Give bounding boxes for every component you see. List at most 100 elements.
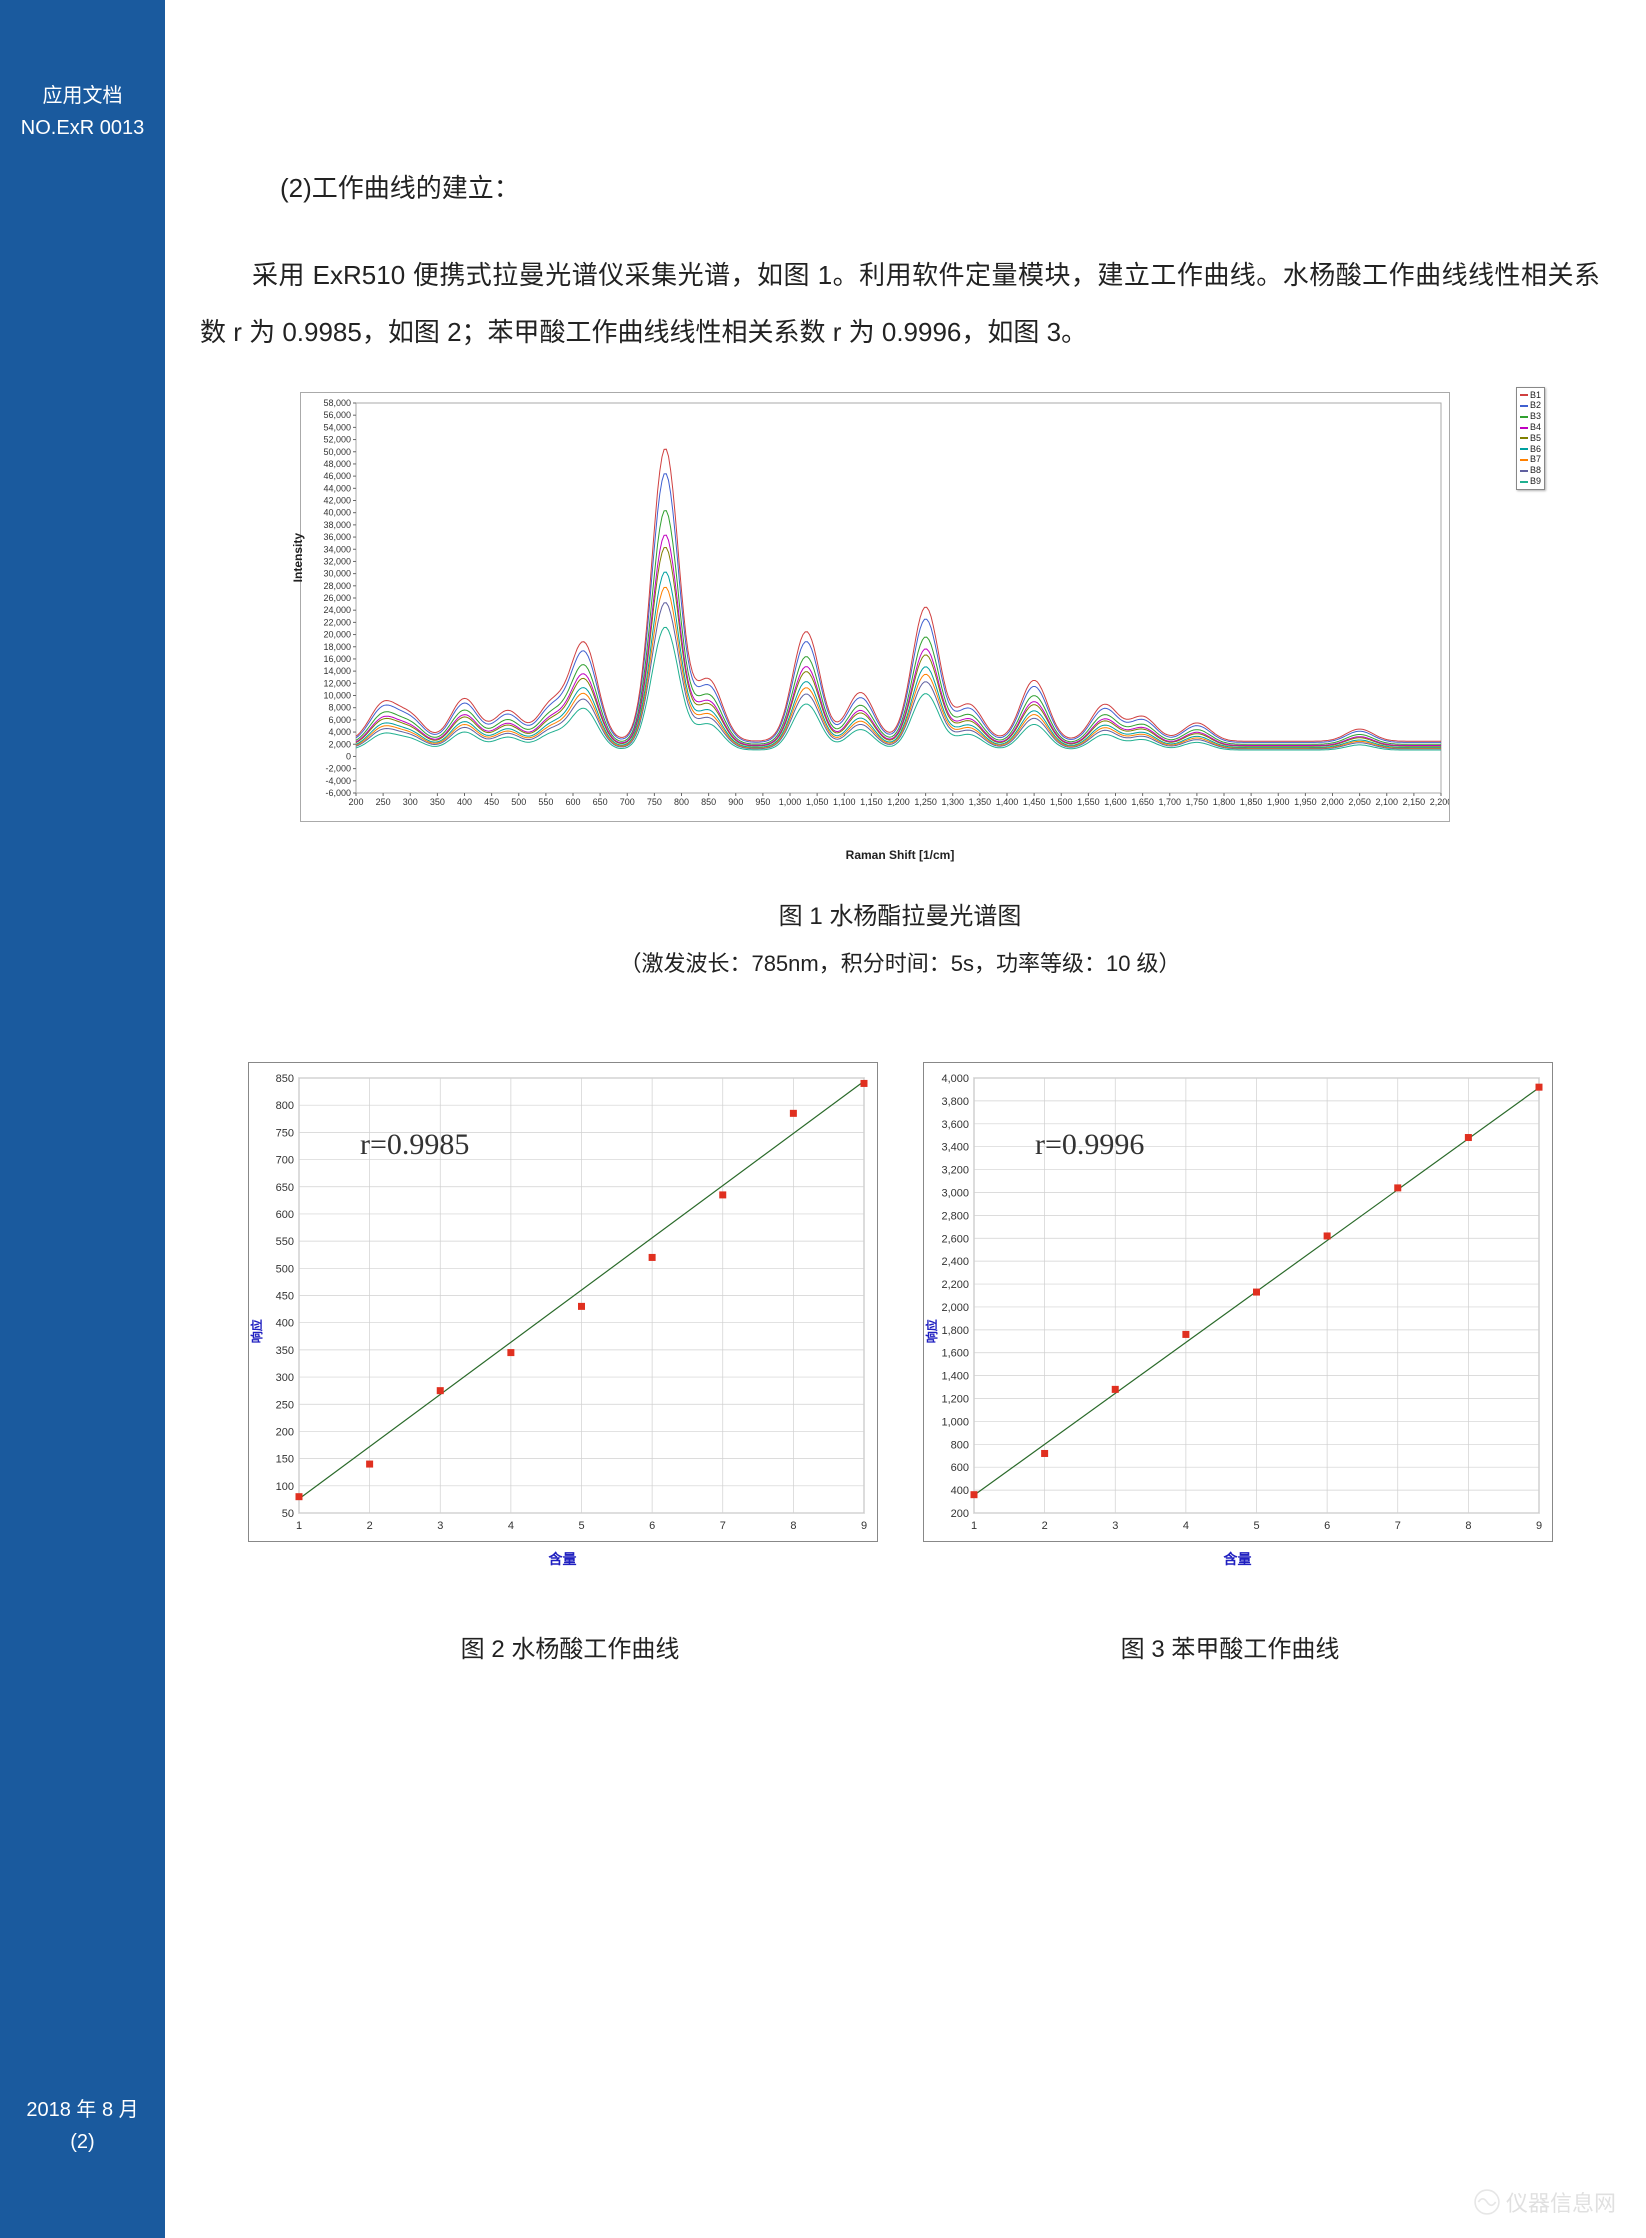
- svg-text:9: 9: [860, 1520, 866, 1532]
- svg-text:200: 200: [950, 1508, 968, 1520]
- svg-text:400: 400: [275, 1317, 293, 1329]
- svg-text:40,000: 40,000: [323, 507, 351, 517]
- svg-text:400: 400: [950, 1485, 968, 1497]
- scatter-left-plot: 5010015020025030035040045050055060065070…: [248, 1062, 878, 1542]
- svg-text:16,000: 16,000: [323, 654, 351, 664]
- svg-text:950: 950: [755, 797, 770, 807]
- svg-text:250: 250: [376, 797, 391, 807]
- content-area: (2)工作曲线的建立： 采用 ExR510 便携式拉曼光谱仪采集光谱，如图 1。…: [200, 160, 1600, 1677]
- scatter-right-plot: 2004006008001,0001,2001,4001,6001,8002,0…: [923, 1062, 1553, 1542]
- svg-text:2,200: 2,200: [1430, 797, 1450, 807]
- svg-text:1,600: 1,600: [1104, 797, 1127, 807]
- svg-text:1,950: 1,950: [1294, 797, 1317, 807]
- svg-text:650: 650: [275, 1181, 293, 1193]
- svg-text:54,000: 54,000: [323, 422, 351, 432]
- svg-text:2,800: 2,800: [941, 1210, 969, 1222]
- svg-text:1,200: 1,200: [941, 1393, 969, 1405]
- doc-number: NO.ExR 0013: [0, 112, 165, 144]
- spectrum-x-axis-label: Raman Shift [1/cm]: [200, 842, 1600, 868]
- svg-text:800: 800: [674, 797, 689, 807]
- svg-text:850: 850: [701, 797, 716, 807]
- svg-text:26,000: 26,000: [323, 593, 351, 603]
- svg-text:150: 150: [275, 1453, 293, 1465]
- scatter-captions-row: 图 2 水杨酸工作曲线 图 3 苯甲酸工作曲线: [240, 1624, 1560, 1677]
- scatter-right-xlabel: 含量: [915, 1544, 1560, 1575]
- figure-1: -6,000-4,000-2,00002,0004,0006,0008,0001…: [200, 392, 1600, 982]
- svg-text:-4,000: -4,000: [325, 775, 351, 785]
- svg-text:36,000: 36,000: [323, 532, 351, 542]
- legend-item: B4: [1520, 422, 1541, 433]
- watermark-text: 仪器信息网: [1506, 2186, 1616, 2218]
- figure-3: 2004006008001,0001,2001,4001,6001,8002,0…: [915, 1062, 1560, 1575]
- spectrum-legend: B1B2B3B4B5B6B7B8B9: [1516, 387, 1545, 490]
- svg-text:1,350: 1,350: [969, 797, 992, 807]
- svg-text:1: 1: [970, 1520, 976, 1532]
- svg-text:1,400: 1,400: [996, 797, 1019, 807]
- svg-text:200: 200: [348, 797, 363, 807]
- svg-text:850: 850: [275, 1073, 293, 1085]
- svg-text:700: 700: [620, 797, 635, 807]
- doc-date: 2018 年 8 月: [0, 2094, 165, 2126]
- svg-text:5: 5: [578, 1520, 584, 1532]
- svg-text:34,000: 34,000: [323, 544, 351, 554]
- svg-text:6: 6: [1324, 1520, 1330, 1532]
- svg-text:1,750: 1,750: [1186, 797, 1209, 807]
- svg-text:900: 900: [728, 797, 743, 807]
- svg-text:58,000: 58,000: [323, 398, 351, 408]
- sidebar-footer: 2018 年 8 月 (2): [0, 2094, 165, 2158]
- section-heading: (2)工作曲线的建立：: [280, 160, 1600, 217]
- svg-text:750: 750: [275, 1127, 293, 1139]
- svg-text:600: 600: [950, 1462, 968, 1474]
- svg-text:18,000: 18,000: [323, 641, 351, 651]
- svg-text:4: 4: [507, 1520, 513, 1532]
- svg-text:5: 5: [1253, 1520, 1259, 1532]
- svg-text:2: 2: [1041, 1520, 1047, 1532]
- svg-text:2: 2: [366, 1520, 372, 1532]
- svg-text:3: 3: [437, 1520, 443, 1532]
- svg-text:20,000: 20,000: [323, 629, 351, 639]
- svg-text:50,000: 50,000: [323, 446, 351, 456]
- svg-text:350: 350: [275, 1344, 293, 1356]
- svg-text:-2,000: -2,000: [325, 763, 351, 773]
- svg-text:550: 550: [275, 1236, 293, 1248]
- figure-2-caption: 图 2 水杨酸工作曲线: [240, 1624, 900, 1677]
- svg-text:32,000: 32,000: [323, 556, 351, 566]
- svg-text:2,100: 2,100: [1375, 797, 1398, 807]
- svg-text:1,300: 1,300: [941, 797, 964, 807]
- svg-text:250: 250: [275, 1399, 293, 1411]
- svg-text:4,000: 4,000: [941, 1073, 969, 1085]
- svg-text:300: 300: [275, 1372, 293, 1384]
- figure-3-r-label: r=0.9996: [1035, 1112, 1144, 1178]
- svg-text:1,050: 1,050: [806, 797, 829, 807]
- svg-text:0: 0: [346, 751, 351, 761]
- legend-item: B5: [1520, 433, 1541, 444]
- figure-1-subcaption: （激发波长：785nm，积分时间：5s，功率等级：10 级）: [200, 946, 1600, 981]
- svg-text:1,800: 1,800: [1213, 797, 1236, 807]
- svg-text:3,000: 3,000: [941, 1187, 969, 1199]
- spectrum-container: -6,000-4,000-2,00002,0004,0006,0008,0001…: [300, 392, 1500, 822]
- svg-text:56,000: 56,000: [323, 410, 351, 420]
- spectrum-y-axis-label: Intensity: [285, 533, 311, 582]
- svg-text:300: 300: [403, 797, 418, 807]
- svg-text:2,000: 2,000: [1321, 797, 1344, 807]
- svg-text:1,850: 1,850: [1240, 797, 1263, 807]
- svg-text:42,000: 42,000: [323, 495, 351, 505]
- legend-item: B9: [1520, 476, 1541, 487]
- svg-text:7: 7: [719, 1520, 725, 1532]
- body-paragraph: 采用 ExR510 便携式拉曼光谱仪采集光谱，如图 1。利用软件定量模块，建立工…: [200, 247, 1600, 361]
- svg-text:8: 8: [790, 1520, 796, 1532]
- svg-text:6,000: 6,000: [328, 714, 351, 724]
- svg-text:750: 750: [647, 797, 662, 807]
- svg-text:600: 600: [275, 1208, 293, 1220]
- legend-item: B2: [1520, 400, 1541, 411]
- figure-1-caption: 图 1 水杨酯拉曼光谱图: [200, 898, 1600, 936]
- sidebar-header: 应用文档 NO.ExR 0013: [0, 80, 165, 144]
- legend-item: B7: [1520, 454, 1541, 465]
- svg-text:52,000: 52,000: [323, 434, 351, 444]
- svg-text:4: 4: [1182, 1520, 1188, 1532]
- svg-text:30,000: 30,000: [323, 568, 351, 578]
- svg-text:44,000: 44,000: [323, 483, 351, 493]
- svg-text:500: 500: [275, 1263, 293, 1275]
- svg-text:1,100: 1,100: [833, 797, 856, 807]
- legend-item: B1: [1520, 390, 1541, 401]
